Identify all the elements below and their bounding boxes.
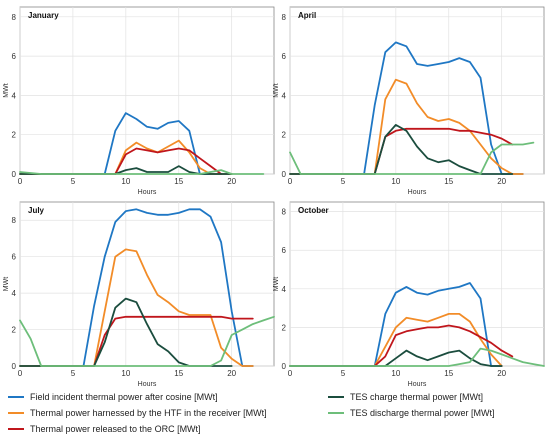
y-tick-label: 0 [12,362,17,371]
y-tick-label: 4 [282,91,287,100]
legend-label: Field incident thermal power after cosin… [30,392,218,402]
x-axis-label: Hours [408,381,427,388]
x-tick-label: 0 [18,369,23,378]
series-line [19,169,265,175]
y-tick-label: 0 [12,170,17,179]
y-tick-label: 2 [12,326,17,335]
legend-item-tes-charge: TES charge thermal power [MWt] [328,392,483,402]
y-tick-label: 0 [282,170,287,179]
legend-item-tes-discharge: TES discharge thermal power [MWt] [328,408,495,418]
series-line [19,315,275,367]
chart-panel-october: 0 2 4 6 8 0 5 10 15 20 Hours MWt October [273,201,545,388]
series-line [373,324,514,367]
legend-item-orc: Thermal power released to the ORC [MWt] [8,424,201,434]
legend-label: Thermal power released to the ORC [MWt] [30,424,201,434]
series-line [289,347,545,367]
x-tick-label: 20 [497,177,506,186]
y-tick-label: 0 [282,362,287,371]
y-tick-label: 8 [282,13,287,22]
y-tick-label: 6 [12,52,17,61]
y-tick-label: 4 [12,91,17,100]
x-tick-label: 0 [288,369,293,378]
x-tick-label: 15 [174,369,183,378]
x-tick-label: 0 [18,177,23,186]
legend-label: Thermal power harnessed by the HTF in th… [30,408,267,418]
panel-title: January [28,11,59,20]
y-tick-label: 6 [12,253,17,262]
panel-title: October [298,206,329,215]
series-line [93,315,254,367]
y-tick-label: 8 [12,216,17,225]
x-tick-label: 5 [341,177,346,186]
legend-item-htf-receiver: Thermal power harnessed by the HTF in th… [8,408,267,418]
x-tick-label: 5 [341,369,346,378]
x-tick-label: 20 [227,177,236,186]
x-tick-label: 5 [71,369,76,378]
x-tick-label: 20 [497,369,506,378]
x-axis-label: Hours [408,189,427,196]
plot-area [289,201,545,367]
y-tick-label: 2 [12,131,17,140]
y-tick-label: 4 [12,289,17,298]
x-tick-label: 15 [174,177,183,186]
panel-title: July [28,206,45,215]
x-tick-label: 10 [391,369,400,378]
y-tick-label: 2 [282,131,287,140]
y-axis-label: MWt [3,277,10,291]
series-line [363,127,514,175]
x-tick-label: 10 [121,369,130,378]
plot-area [19,201,275,367]
x-axis-label: Hours [138,381,157,388]
series-line [114,147,222,175]
y-tick-label: 8 [12,13,17,22]
x-tick-label: 10 [121,177,130,186]
y-axis-label: MWt [273,83,280,97]
y-tick-label: 4 [282,285,287,294]
y-tick-label: 2 [282,323,287,332]
x-tick-label: 20 [227,369,236,378]
x-axis-label: Hours [138,189,157,196]
x-tick-label: 0 [288,177,293,186]
legend: Field incident thermal power after cosin… [8,392,495,434]
legend-item-field-incident: Field incident thermal power after cosin… [8,392,218,402]
legend-label: TES charge thermal power [MWt] [350,392,483,402]
y-tick-label: 6 [282,52,287,61]
y-tick-label: 8 [282,208,287,217]
legend-label: TES discharge thermal power [MWt] [350,408,495,418]
y-tick-label: 6 [282,246,287,255]
x-tick-label: 10 [391,177,400,186]
y-axis-label: MWt [273,277,280,291]
x-tick-label: 15 [444,369,453,378]
x-tick-label: 15 [444,177,453,186]
series-line [289,141,535,175]
chart-panel-april: 0 2 4 6 8 0 5 10 15 20 Hours MWt April [273,6,545,196]
chart-panel-july: 0 2 4 6 8 0 5 10 15 20 Hours MWt July [3,201,275,388]
y-axis-label: MWt [3,83,10,97]
panel-title: April [298,11,316,20]
chart-panel-january: 0 2 4 6 8 0 5 10 15 20 Hours MWt January [3,6,275,196]
x-tick-label: 5 [71,177,76,186]
plot-area [289,6,545,175]
